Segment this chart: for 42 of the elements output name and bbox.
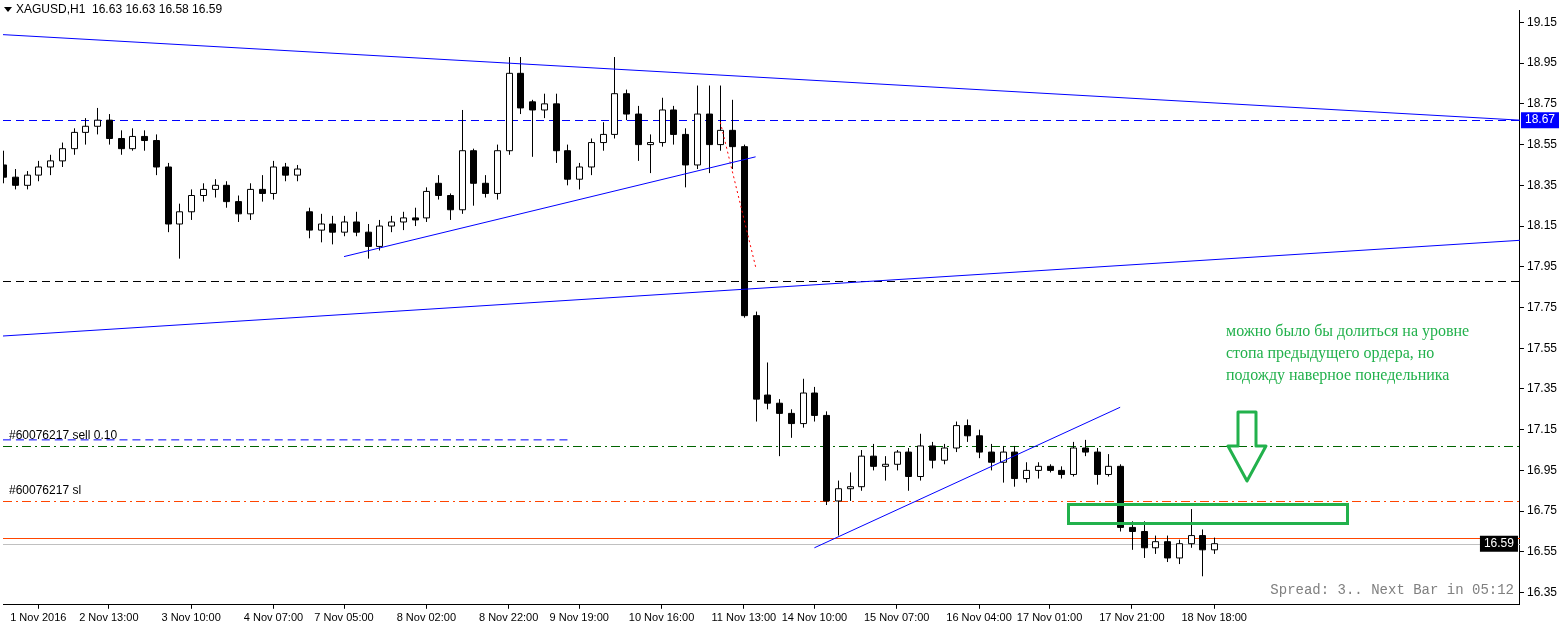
candlestick	[623, 89, 630, 121]
x-tick-label: 1 Nov 2016	[10, 611, 67, 624]
y-tick-label: 18.35	[1526, 177, 1558, 192]
x-tick-label: 18 Nov 18:00	[1181, 611, 1247, 624]
y-tick-label: 16.75	[1526, 503, 1558, 518]
x-tick-label: 17 Nov 01:00	[1016, 611, 1083, 624]
ref-line-label: 16.59	[1483, 536, 1515, 551]
x-tick-label: 16 Nov 04:00	[946, 611, 1012, 624]
ref-line-label: #60076217 sl	[9, 483, 82, 498]
x-tick-label: 8 Nov 22:00	[478, 611, 539, 624]
y-tick-label: 17.95	[1526, 259, 1558, 274]
y-tick-label: 16.95	[1526, 462, 1558, 477]
y-tick-label: 17.35	[1526, 381, 1558, 396]
ref-line-label: #60076217 sell 0.10	[9, 428, 118, 443]
y-tick-label: 18.95	[1526, 55, 1558, 70]
x-tick-label: 11 Nov 13:00	[711, 611, 777, 624]
x-tick-label: 2 Nov 13:00	[79, 611, 139, 624]
y-tick-label: 17.55	[1526, 340, 1558, 355]
x-tick-label: 10 Nov 16:00	[628, 611, 695, 624]
candlestick	[929, 441, 936, 469]
y-tick-label: 18.55	[1526, 136, 1558, 151]
y-tick-label: 17.75	[1526, 299, 1558, 314]
annotation: Spread: 3.. Next Bar in 05:12	[1270, 582, 1514, 598]
y-tick-label: 16.35	[1526, 584, 1558, 599]
x-tick-label: 3 Nov 10:00	[161, 611, 221, 624]
candlestick	[976, 429, 983, 459]
y-tick-label: 18.75	[1526, 96, 1558, 111]
y-tick-label: 19.15	[1526, 14, 1558, 29]
y-tick-label: 16.55	[1526, 544, 1558, 559]
annotation: можно было бы долиться на уровне стопа предыдущего ордера, но подожду наверное понедельника	[1226, 321, 1471, 386]
chart-title: XAGUSD,H1 16.63 16.63 16.58 16.59	[16, 2, 223, 16]
ref-line-label: 18.67	[1524, 112, 1556, 127]
x-tick-label: 4 Nov 07:00	[243, 611, 304, 624]
x-tick-label: 15 Nov 07:00	[864, 611, 930, 624]
y-tick-label: 17.15	[1526, 421, 1558, 436]
x-tick-label: 7 Nov 05:00	[314, 611, 374, 624]
x-tick-label: 8 Nov 02:00	[396, 611, 456, 624]
x-tick-label: 14 Nov 10:00	[781, 611, 848, 624]
candlestick	[306, 207, 313, 239]
x-tick-label: 17 Nov 21:00	[1099, 611, 1165, 624]
y-tick-label: 18.15	[1526, 218, 1558, 233]
x-tick-label: 9 Nov 19:00	[549, 611, 609, 624]
